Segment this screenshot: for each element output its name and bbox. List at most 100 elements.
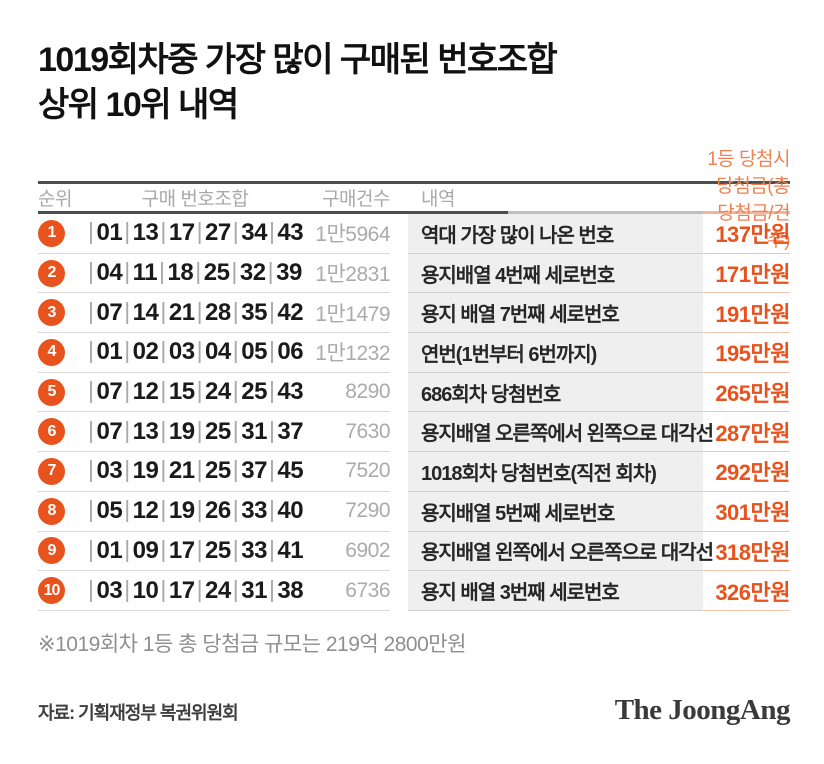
number-separator: | [124,377,130,404]
purchase-count: 1만5964 [315,223,390,247]
number-value: 09 [132,536,159,564]
number-value: 37 [277,417,304,445]
number-value: 06 [277,338,304,366]
number-value: 43 [277,219,304,247]
purchase-count: 7630 [345,419,390,443]
number-separator: | [124,416,130,443]
rank-badge: 9 [38,537,65,565]
number-value: 01 [96,338,123,366]
number-separator: | [88,297,94,324]
number-value: 17 [168,576,195,604]
number-value: 13 [132,219,159,247]
prize-amount: 137만원 [715,222,790,248]
number-separator: | [88,377,94,404]
number-separator: | [196,337,203,364]
number-separator: | [196,456,203,483]
table-row: 8 | 05| 12| 19| 26| 33| 40 7290 용지배열 5번째 세로번호 … [38,491,790,532]
header-underline [38,211,790,214]
number-separator: | [268,377,275,404]
number-value: 21 [168,457,195,485]
number-separator: | [160,218,166,245]
number-value: 02 [132,338,159,366]
number-separator: | [124,218,130,245]
title-line-2: 상위 10위 내역 [38,86,239,124]
number-separator: | [268,535,275,562]
number-separator: | [160,297,166,324]
number-combination: | 07| 12| 15| 24| 25| 43 [86,377,304,406]
table-row: 5 | 07| 12| 15| 24| 25| 43 8290 686회차 당첨번호 265… [38,372,790,413]
table-row: 10 | 03| 10| 17| 24| 31| 38 6736 용지 배열 3번째 세로번… [38,571,790,611]
number-separator: | [160,337,166,364]
number-value: 37 [241,457,267,485]
number-value: 07 [96,298,123,326]
number-separator: | [268,575,275,602]
prize-amount: 265만원 [715,381,790,407]
number-separator: | [88,496,94,523]
number-separator: | [196,575,203,602]
purchase-count: 1만1232 [315,342,390,366]
number-value: 25 [241,378,267,406]
number-value: 03 [96,576,123,604]
number-separator: | [124,496,130,523]
number-value: 31 [241,576,267,604]
number-separator: | [196,496,203,523]
table-header: 순위 구매 번호조합 구매건수 내역 1등 당첨시 당첨금(총당첨금/건수) [38,149,791,251]
number-value: 13 [132,417,159,445]
row-description: 1018회차 당첨번호(직전 회차) [421,462,657,485]
number-value: 19 [168,497,195,525]
row-description: 역대 가장 많이 나온 번호 [421,224,614,247]
table-row: 3 | 07| 14| 21| 28| 35| 42 1만1479 용지 배열 7번째 세로… [38,293,790,334]
prize-amount: 287만원 [715,420,790,446]
number-value: 14 [132,298,159,326]
number-separator: | [88,456,94,483]
number-value: 25 [205,536,231,564]
number-separator: | [232,377,239,404]
number-value: 05 [241,338,267,366]
number-value: 25 [205,457,231,485]
number-value: 34 [241,219,267,247]
number-value: 04 [205,338,231,366]
number-value: 03 [96,457,123,485]
number-value: 27 [205,219,231,247]
number-value: 19 [168,417,195,445]
number-value: 31 [241,417,267,445]
number-separator: | [268,416,275,443]
number-separator: | [88,218,94,245]
number-separator: | [159,258,165,285]
header-description: 내역 [421,189,455,210]
number-value: 25 [203,259,230,287]
number-separator: | [124,535,130,562]
rank-badge: 3 [38,299,65,327]
number-value: 12 [132,497,159,525]
title-line-1: 1019회차중 가장 많이 구매된 번호조합 [38,41,558,79]
header-combination: 구매 번호조합 [141,189,249,210]
purchase-count: 7290 [345,499,390,523]
purchase-count: 6736 [345,578,390,602]
number-value: 38 [277,576,304,604]
number-separator: | [160,535,166,562]
purchase-count: 8290 [345,380,390,404]
rank-badge: 8 [38,497,65,525]
number-separator: | [160,496,166,523]
number-combination: | 07| 13| 19| 25| 31| 37 [86,416,304,446]
number-separator: | [232,456,239,483]
number-value: 07 [96,417,123,445]
number-separator: | [124,337,130,364]
rank-badge: 4 [38,338,65,366]
number-separator: | [267,258,274,285]
row-description: 용지배열 5번째 세로번호 [421,502,615,525]
number-separator: | [196,377,203,404]
number-separator: | [268,218,275,245]
number-separator: | [88,258,94,285]
prize-amount: 301만원 [715,500,790,526]
row-description: 용지 배열 3번째 세로번호 [421,582,620,605]
table-row: 2 | 04| 11| 18| 25| 32| 39 1만2831 용지배열 4번째 세로번… [38,253,790,294]
number-separator: | [268,297,275,324]
number-separator: | [268,456,275,483]
rank-badge: 5 [38,378,65,406]
number-separator: | [124,258,130,285]
number-value: 45 [277,457,304,485]
number-value: 03 [168,338,195,366]
purchase-count: 7520 [345,459,390,483]
number-separator: | [232,535,239,562]
